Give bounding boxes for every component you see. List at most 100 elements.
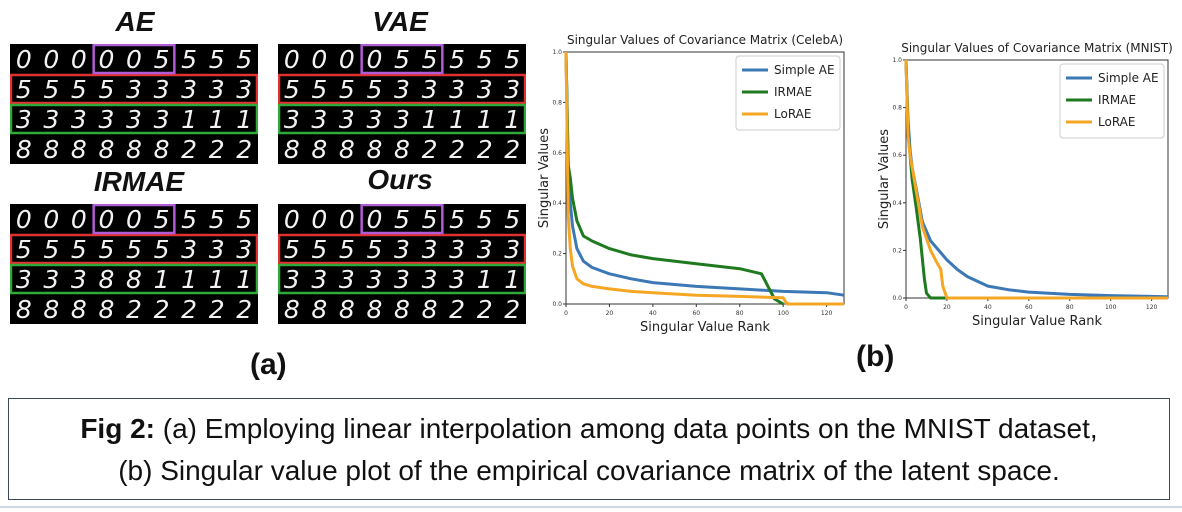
- grid-title-ours: Ours: [367, 164, 433, 195]
- digit-cell: 2: [449, 135, 465, 164]
- x-tick-label: 60: [1025, 304, 1033, 311]
- digit-cell: 1: [209, 105, 225, 134]
- x-axis-label: Singular Value Rank: [640, 320, 770, 335]
- digit-cell: 5: [43, 235, 59, 264]
- digit-cell: 5: [311, 235, 327, 264]
- digit-cell: 3: [126, 75, 142, 104]
- digit-cell: 2: [236, 135, 252, 164]
- x-tick-label: 40: [649, 310, 657, 317]
- digit-cell: 1: [236, 265, 252, 294]
- digit-cell: 3: [504, 235, 520, 264]
- digit-cell: 5: [284, 235, 300, 264]
- y-tick-label: 0.0: [552, 301, 562, 308]
- digit-cell: 0: [339, 205, 355, 234]
- digit-cell: 3: [98, 105, 114, 134]
- caption-text-1: (a) Employing linear interpolation among…: [154, 413, 1098, 444]
- digit-cell: 5: [98, 235, 114, 264]
- digit-cell: 5: [236, 205, 252, 234]
- digit-cell: 5: [422, 205, 438, 234]
- digit-cell: 2: [181, 135, 197, 164]
- digit-cell: 5: [43, 75, 59, 104]
- legend-label: LoRAE: [1098, 115, 1135, 129]
- digit-cell: 5: [477, 205, 493, 234]
- digit-cell: 3: [43, 105, 59, 134]
- y-axis-label: Singular Values: [537, 128, 552, 228]
- digit-cell: 3: [311, 265, 327, 294]
- row-highlight-box: [10, 233, 258, 265]
- digit-cell: 8: [366, 135, 382, 164]
- digit-cell: 3: [477, 75, 493, 104]
- digit-cell: 0: [71, 205, 87, 234]
- row-highlight-box: [278, 103, 526, 135]
- row-highlight-box: [10, 263, 258, 295]
- digit-cell: 2: [504, 295, 520, 324]
- digit-cell: 8: [311, 295, 327, 324]
- digit-cell: 2: [422, 135, 438, 164]
- legend-box: [1059, 63, 1165, 139]
- digit-cell: 0: [311, 205, 327, 234]
- digit-cell: 1: [181, 265, 197, 294]
- digit-cell: 3: [71, 105, 87, 134]
- digit-cell: 1: [504, 105, 520, 134]
- digit-cell: 0: [284, 205, 300, 234]
- digit-cell: 8: [339, 295, 355, 324]
- digit-cell: 3: [43, 265, 59, 294]
- digit-cell: 8: [98, 135, 114, 164]
- y-tick-label: 0.2: [552, 251, 562, 258]
- digit-cell: 3: [477, 235, 493, 264]
- y-tick-label: 0.4: [552, 200, 562, 207]
- digit-cell: 8: [71, 295, 87, 324]
- digit-cell: 2: [126, 295, 142, 324]
- digit-cell: 3: [339, 265, 355, 294]
- digit-cell: 2: [504, 135, 520, 164]
- digit-cell: 1: [422, 105, 438, 134]
- digit-cell: 5: [154, 235, 170, 264]
- caption-line-2: (b) Singular value plot of the empirical…: [118, 455, 1060, 486]
- digit-cell: 2: [236, 295, 252, 324]
- x-tick-label: 80: [736, 310, 744, 317]
- chart-mnist-svg: Singular Values of Covariance Matrix (MN…: [877, 41, 1173, 329]
- digit-cell: 3: [71, 265, 87, 294]
- figure-caption: Fig 2: (a) Employing linear interpolatio…: [8, 398, 1170, 500]
- digit-cell: 3: [394, 235, 410, 264]
- digit-cell: 5: [449, 45, 465, 74]
- digit-cell: 5: [366, 75, 382, 104]
- digit-cell: 2: [477, 295, 493, 324]
- series-line-irmae: [564, 51, 784, 306]
- digit-cell: 3: [16, 105, 32, 134]
- digit-cell: 3: [236, 75, 252, 104]
- chart-celeba-svg: Singular Values of Covariance Matrix (Ce…: [537, 33, 845, 335]
- digit-cell: 5: [339, 235, 355, 264]
- digit-cell: 3: [422, 75, 438, 104]
- digit-cell: 5: [16, 235, 32, 264]
- digit-cell: 5: [504, 45, 520, 74]
- digit-cell: 8: [394, 135, 410, 164]
- digit-cell: 5: [154, 205, 170, 234]
- caption-line-1: Fig 2: (a) Employing linear interpolatio…: [9, 413, 1169, 445]
- digit-cell: 5: [181, 205, 197, 234]
- digit-cell: 0: [16, 45, 32, 74]
- digit-cell: 5: [422, 45, 438, 74]
- interpolation-span-box: [92, 204, 176, 235]
- digit-cell: 1: [209, 265, 225, 294]
- digit-cell: 1: [504, 265, 520, 294]
- digit-cell: 3: [311, 105, 327, 134]
- digit-cell: 3: [154, 75, 170, 104]
- y-tick-label: 0.8: [552, 99, 562, 106]
- digit-cell: 8: [71, 135, 87, 164]
- digit-cell: 1: [236, 105, 252, 134]
- bottom-rule: [0, 506, 1182, 508]
- digit-cell: 5: [209, 205, 225, 234]
- x-tick-label: 20: [943, 304, 951, 311]
- digit-cell: 8: [284, 295, 300, 324]
- digit-cell: 5: [394, 205, 410, 234]
- y-tick-label: 0.0: [892, 295, 902, 302]
- legend-label: Simple AE: [774, 63, 835, 77]
- digit-cell: 3: [181, 75, 197, 104]
- digit-cell: 5: [477, 45, 493, 74]
- digit-cell: 2: [449, 295, 465, 324]
- digit-cell: 5: [394, 45, 410, 74]
